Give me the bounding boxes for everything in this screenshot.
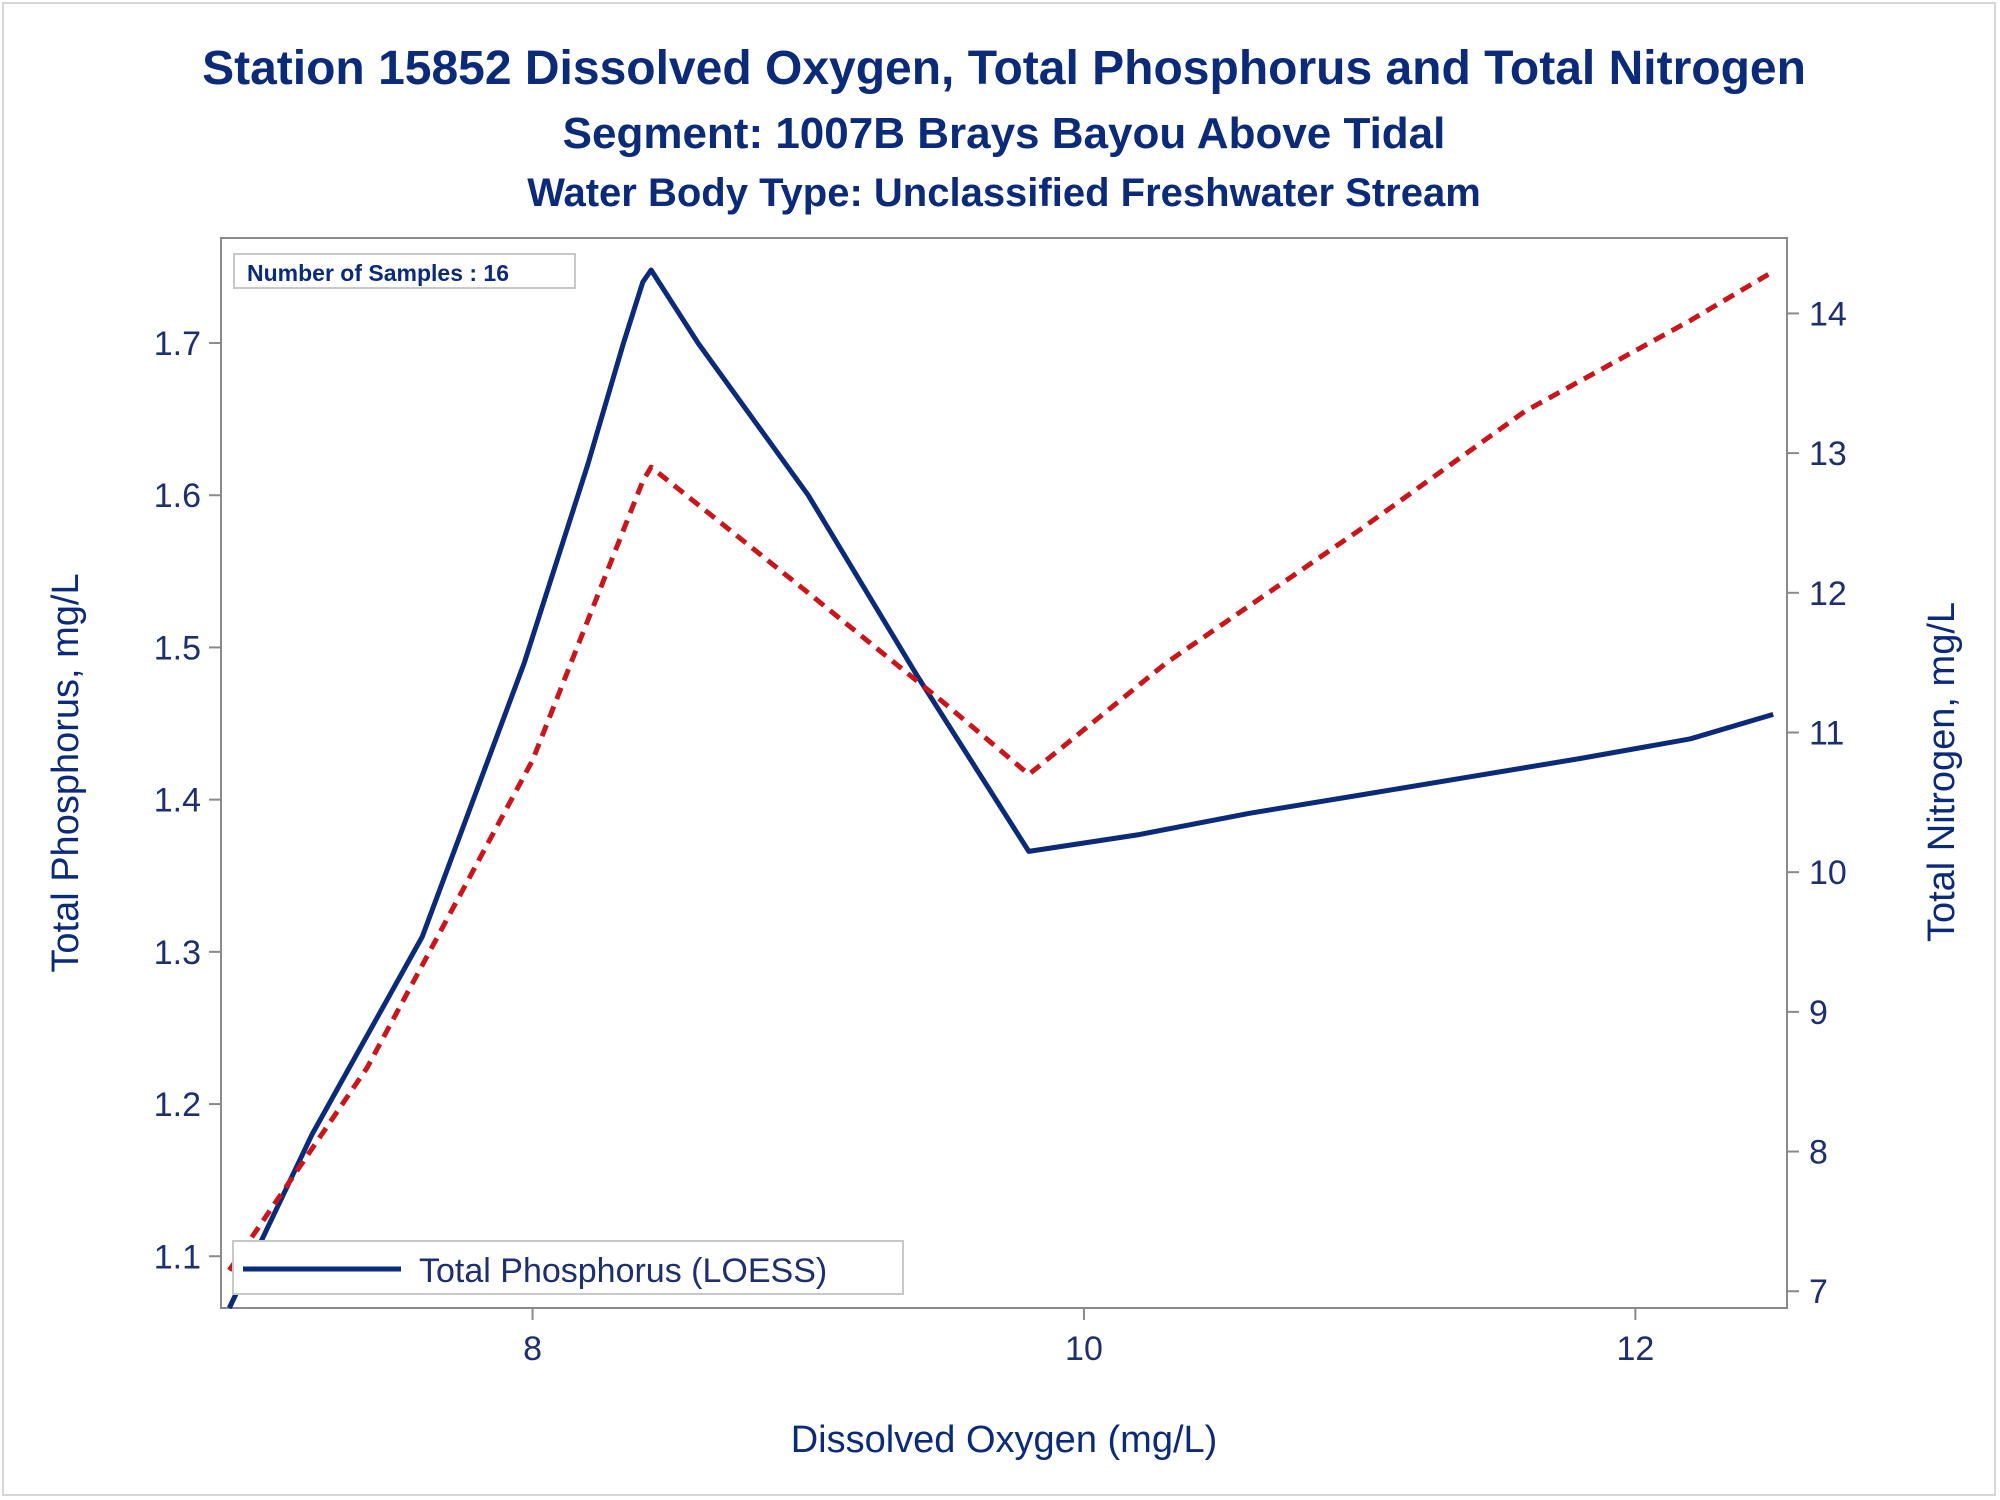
- y-axis-left: 1.1 1.2 1.3 1.4 1.5 1.6 1.7: [154, 325, 221, 1276]
- chart-title: Station 15852 Dissolved Oxygen, Total Ph…: [202, 42, 1806, 95]
- y2-tick-label-6: 13: [1809, 435, 1847, 473]
- y-tick-label-0: 1.1: [154, 1238, 201, 1276]
- series-line-nitrogen: [227, 269, 1775, 1272]
- sample-count-text: Number of Samples : 16: [247, 260, 509, 286]
- y2-tick-label-3: 10: [1809, 854, 1847, 892]
- chart-subtitle-2: Water Body Type: Unclassified Freshwater…: [527, 171, 1481, 215]
- sample-count-box: Number of Samples : 16: [233, 253, 576, 289]
- x-axis-label: Dissolved Oxygen (mg/L): [791, 1419, 1218, 1461]
- legend-entry-phosphorus: Total Phosphorus (LOESS): [419, 1252, 827, 1290]
- y-tick-label-5: 1.6: [154, 477, 201, 515]
- legend: Total Phosphorus (LOESS): [232, 1240, 904, 1295]
- y-axis-label-left: Total Phosphorus, mg/L: [45, 573, 87, 972]
- x-tick-label-2: 12: [1616, 1330, 1654, 1368]
- series-layer: [227, 267, 1775, 1310]
- y2-tick-label-7: 14: [1809, 295, 1847, 333]
- y2-tick-label-5: 12: [1809, 575, 1847, 613]
- y-tick-label-1: 1.2: [154, 1086, 201, 1124]
- y-tick-label-3: 1.4: [154, 782, 201, 820]
- x-axis: 8 10 12: [523, 1308, 1654, 1368]
- series-line-phosphorus: [227, 267, 1774, 1310]
- y2-tick-label-4: 11: [1809, 714, 1844, 752]
- y2-tick-label-2: 9: [1809, 994, 1828, 1032]
- y-tick-label-4: 1.5: [154, 629, 201, 667]
- plot-area: [220, 237, 1788, 1309]
- chart-subtitle: Segment: 1007B Brays Bayou Above Tidal: [563, 109, 1446, 158]
- y-tick-label-6: 1.7: [154, 325, 201, 363]
- y2-tick-label-1: 8: [1809, 1134, 1828, 1172]
- x-tick-label-0: 8: [523, 1330, 542, 1368]
- y2-tick-label-0: 7: [1809, 1273, 1828, 1311]
- y-tick-label-2: 1.3: [154, 934, 201, 972]
- y-axis-right: 7 8 9 10 11 12 13 14: [1787, 295, 1847, 1311]
- sample-count-frame: [233, 253, 576, 289]
- y-axis-label-right: Total Nitrogen, mg/L: [1921, 602, 1963, 942]
- x-tick-label-1: 10: [1065, 1330, 1103, 1368]
